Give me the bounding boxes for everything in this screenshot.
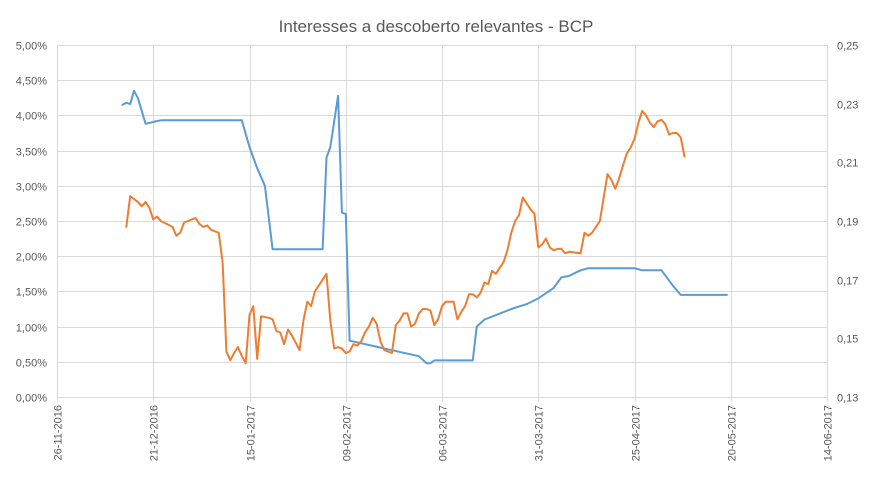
- x-tick-label: 31-03-2017: [534, 405, 546, 461]
- x-tick-label: 06-03-2017: [438, 405, 450, 461]
- x-tick-label: 21-12-2016: [149, 405, 161, 461]
- y-right-tick-label: 0,19: [837, 217, 858, 229]
- x-tick-label: 25-04-2017: [631, 405, 643, 461]
- x-tick-label: 26-11-2016: [53, 405, 65, 460]
- y-right-tick-label: 0,17: [837, 276, 858, 288]
- y-right-tick-label: 0,13: [837, 393, 858, 405]
- y-right-tick-label: 0,23: [837, 100, 858, 112]
- x-tick-label: 09-02-2017: [342, 405, 354, 461]
- tick-labels: 0,00% 0,50% 1,00% 1,50% 2,00% 2,50% 3,00% 3,50%…: [16, 41, 859, 462]
- y-left-tick-label: 2,00%: [16, 252, 47, 264]
- y-right-tick-label: 0,21: [837, 158, 858, 170]
- series-lines: [121, 89, 728, 365]
- y-left-tick-label: 1,00%: [16, 323, 47, 335]
- x-tick-label: 14-06-2017: [823, 405, 835, 461]
- y-left-tick-label: 4,00%: [16, 111, 47, 123]
- y-left-tick-label: 3,00%: [16, 182, 47, 194]
- x-tick-label: 15-01-2017: [246, 405, 258, 461]
- x-tick-label: 20-05-2017: [727, 405, 739, 461]
- y-left-tick-label: 0,50%: [16, 358, 47, 370]
- y-right-tick-label: 0,25: [837, 41, 858, 53]
- y-left-tick-label: 4,50%: [16, 76, 47, 88]
- y-right-tick-label: 0,15: [837, 334, 858, 346]
- y-left-tick-label: 0,00%: [16, 393, 47, 405]
- y-left-tick-label: 2,50%: [16, 217, 47, 229]
- axes: [57, 397, 828, 402]
- series-line-left-axis: [121, 89, 728, 365]
- y-left-tick-label: 5,00%: [16, 41, 47, 53]
- chart-title: Interesses a descoberto relevantes - BCP: [279, 17, 594, 36]
- series-line-right-axis: [125, 110, 686, 365]
- y-left-tick-label: 1,50%: [16, 287, 47, 299]
- grid-lines: [57, 45, 828, 397]
- y-left-tick-label: 3,50%: [16, 147, 47, 159]
